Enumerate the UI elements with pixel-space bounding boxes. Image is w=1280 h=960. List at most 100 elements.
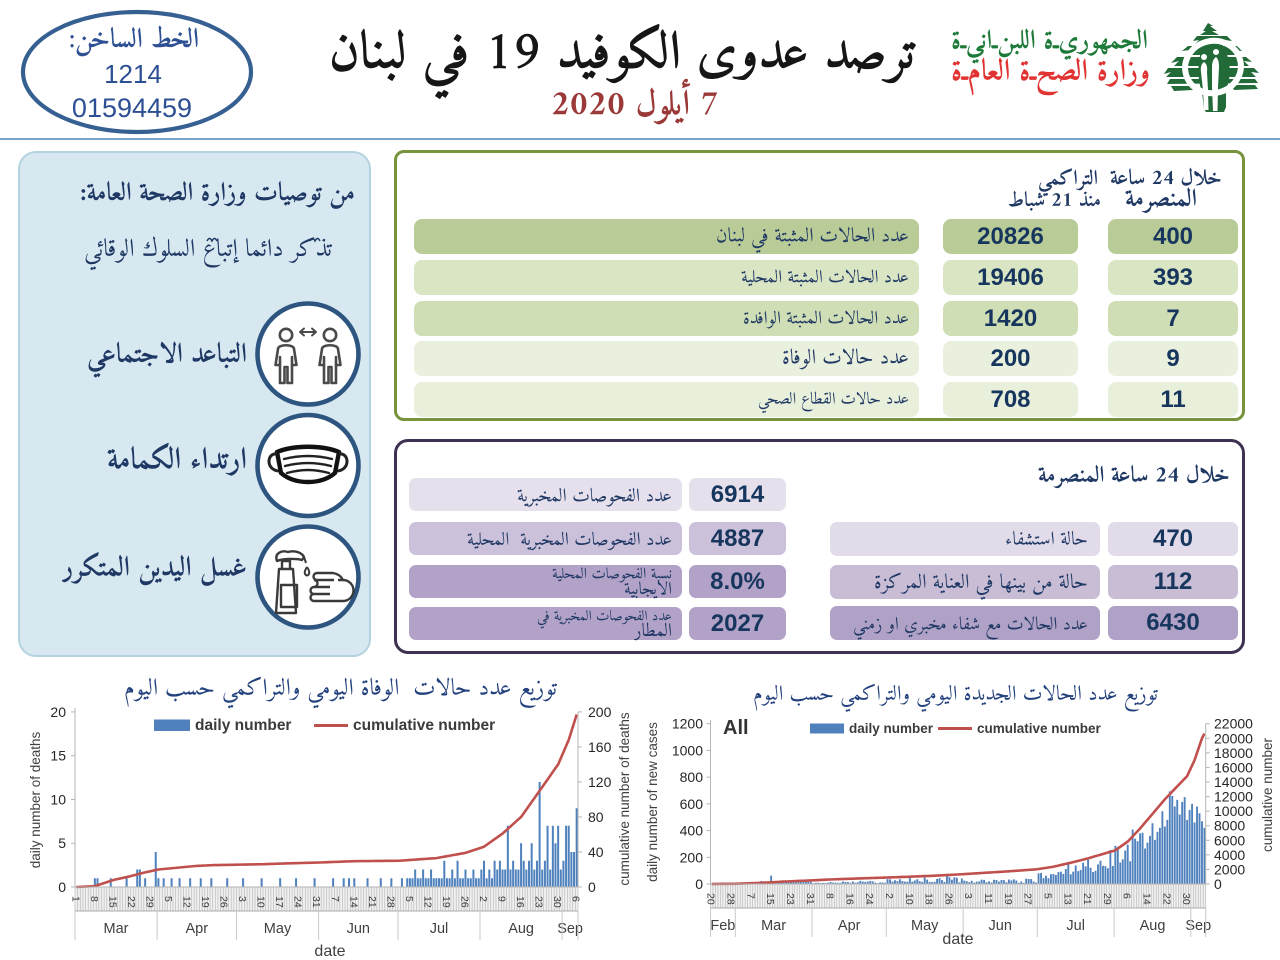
svg-text:9: 9 <box>496 896 508 902</box>
svg-text:40: 40 <box>588 844 604 860</box>
svg-text:date: date <box>942 931 973 948</box>
svg-text:cumulative number: cumulative number <box>977 721 1102 736</box>
svg-text:14: 14 <box>347 896 359 908</box>
svg-text:1200: 1200 <box>672 716 703 732</box>
svg-text:Mar: Mar <box>761 918 786 934</box>
svg-text:daily number of deaths: daily number of deaths <box>28 731 43 868</box>
svg-text:12000: 12000 <box>1214 789 1253 805</box>
svg-text:6: 6 <box>570 896 582 902</box>
svg-text:11: 11 <box>982 893 994 904</box>
svg-text:4000: 4000 <box>1214 847 1245 863</box>
svg-text:0: 0 <box>588 879 596 895</box>
svg-text:10: 10 <box>255 896 267 908</box>
svg-text:21: 21 <box>1081 893 1093 905</box>
svg-text:5: 5 <box>162 896 174 902</box>
svg-text:26: 26 <box>218 896 230 908</box>
svg-text:19: 19 <box>199 896 211 908</box>
svg-text:Sep: Sep <box>557 921 583 937</box>
svg-text:22: 22 <box>125 896 137 908</box>
svg-text:Jun: Jun <box>347 921 370 937</box>
svg-text:28: 28 <box>725 893 737 905</box>
svg-text:23: 23 <box>784 893 796 905</box>
svg-text:24: 24 <box>292 896 304 908</box>
svg-text:20000: 20000 <box>1214 730 1253 746</box>
svg-text:80: 80 <box>588 809 604 825</box>
svg-text:2000: 2000 <box>1214 861 1245 877</box>
svg-text:10000: 10000 <box>1214 803 1253 819</box>
svg-text:16: 16 <box>843 893 855 905</box>
svg-text:2: 2 <box>477 896 489 902</box>
svg-text:cumulative number of deaths: cumulative number of deaths <box>617 712 632 886</box>
svg-text:17: 17 <box>273 896 285 908</box>
svg-text:Aug: Aug <box>1140 918 1166 934</box>
svg-text:0: 0 <box>1214 876 1222 892</box>
svg-text:daily number of new cases: daily number of new cases <box>645 722 660 882</box>
svg-text:10: 10 <box>50 791 66 807</box>
svg-text:6000: 6000 <box>1214 832 1245 848</box>
svg-text:28: 28 <box>384 896 396 908</box>
svg-text:Aug: Aug <box>508 921 534 937</box>
svg-text:20: 20 <box>705 893 717 905</box>
svg-text:13: 13 <box>1061 893 1073 905</box>
svg-text:16000: 16000 <box>1214 759 1253 775</box>
svg-text:Apr: Apr <box>838 918 861 934</box>
svg-text:2: 2 <box>883 893 895 899</box>
svg-text:All: All <box>723 717 749 739</box>
svg-text:30: 30 <box>551 896 563 908</box>
svg-text:22000: 22000 <box>1214 716 1253 732</box>
svg-text:5: 5 <box>403 896 415 902</box>
svg-text:7: 7 <box>744 893 756 899</box>
svg-text:26: 26 <box>942 893 954 905</box>
svg-text:15: 15 <box>50 748 66 764</box>
svg-text:18: 18 <box>923 893 935 905</box>
svg-text:23: 23 <box>533 896 545 908</box>
svg-text:26: 26 <box>459 896 471 908</box>
svg-text:3: 3 <box>236 896 248 902</box>
svg-text:29: 29 <box>1101 893 1113 905</box>
svg-text:30: 30 <box>1180 893 1192 905</box>
svg-text:24: 24 <box>863 893 875 905</box>
svg-text:14: 14 <box>1141 893 1153 905</box>
svg-text:cumulative number: cumulative number <box>353 717 495 734</box>
svg-text:200: 200 <box>680 849 704 865</box>
svg-text:Jul: Jul <box>430 921 449 937</box>
svg-text:20: 20 <box>50 704 66 720</box>
svg-text:0: 0 <box>695 876 703 892</box>
svg-text:Jun: Jun <box>989 918 1012 934</box>
svg-text:Mar: Mar <box>104 921 129 937</box>
svg-text:3: 3 <box>962 893 974 899</box>
svg-text:May: May <box>264 921 292 937</box>
svg-text:1000: 1000 <box>672 742 703 758</box>
svg-text:10: 10 <box>903 893 915 905</box>
svg-text:Jul: Jul <box>1066 918 1085 934</box>
svg-text:21: 21 <box>366 896 378 908</box>
svg-text:6: 6 <box>1121 893 1133 899</box>
svg-text:15: 15 <box>106 896 118 908</box>
svg-text:19: 19 <box>1002 893 1014 905</box>
svg-text:14000: 14000 <box>1214 774 1253 790</box>
svg-text:12: 12 <box>181 896 193 908</box>
svg-text:29: 29 <box>143 896 155 908</box>
svg-text:daily number: daily number <box>195 717 291 734</box>
svg-text:160: 160 <box>588 739 612 755</box>
svg-text:Sep: Sep <box>1185 918 1211 934</box>
svg-text:date: date <box>314 943 345 960</box>
svg-text:cumulative number: cumulative number <box>1260 737 1275 852</box>
svg-text:8000: 8000 <box>1214 818 1245 834</box>
svg-text:7: 7 <box>329 896 341 902</box>
svg-text:Feb: Feb <box>710 918 735 934</box>
svg-text:May: May <box>911 918 939 934</box>
svg-text:12: 12 <box>421 896 433 908</box>
svg-text:16: 16 <box>514 896 526 908</box>
svg-text:daily number: daily number <box>849 721 934 736</box>
svg-text:8: 8 <box>824 893 836 899</box>
svg-text:0: 0 <box>58 879 66 895</box>
svg-text:1: 1 <box>69 896 81 902</box>
svg-text:8: 8 <box>88 896 100 902</box>
svg-text:5: 5 <box>58 835 66 851</box>
svg-text:600: 600 <box>680 796 704 812</box>
svg-text:22: 22 <box>1160 893 1172 905</box>
svg-text:120: 120 <box>588 774 612 790</box>
svg-text:31: 31 <box>804 893 816 905</box>
svg-text:19: 19 <box>440 896 452 908</box>
